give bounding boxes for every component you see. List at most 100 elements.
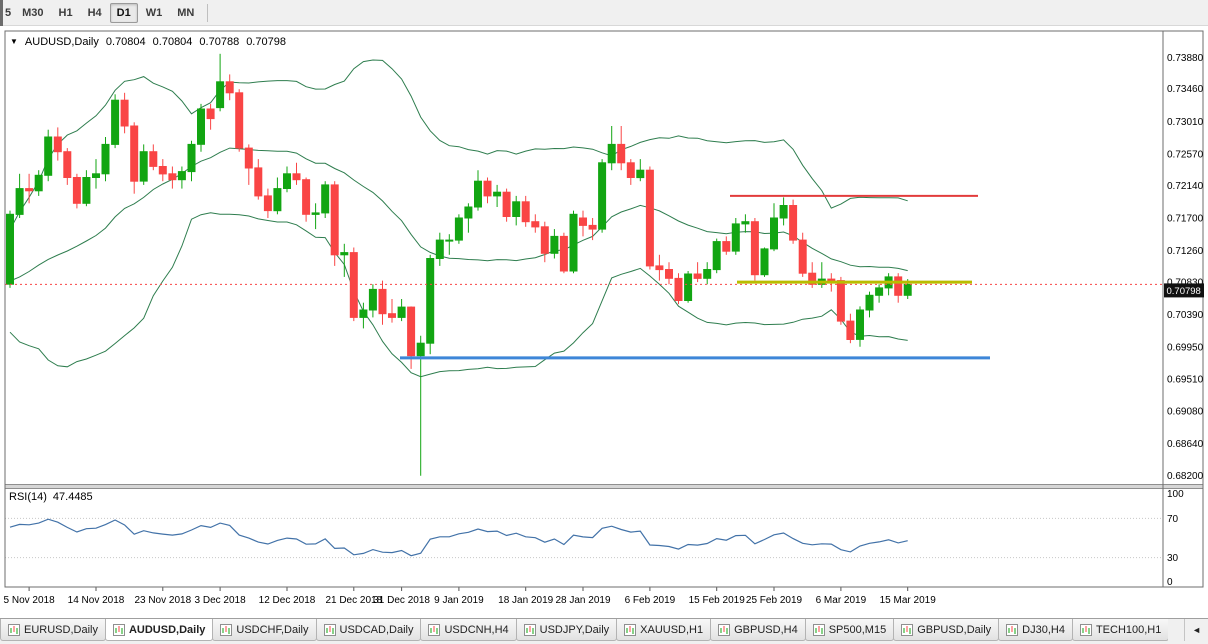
timeframe-m15-partial[interactable]: 5: [5, 6, 12, 19]
candle-body: [82, 177, 91, 204]
price-axis-label: 0.71260: [1167, 246, 1204, 257]
candle-body: [502, 191, 511, 217]
tab-label: SP500,M15: [828, 623, 887, 636]
candle-body: [598, 162, 607, 230]
tab-dj30-h4[interactable]: DJ30,H4: [998, 619, 1073, 641]
date-axis-label: 23 Nov 2018: [134, 595, 191, 606]
chart-plot-area[interactable]: [5, 31, 1203, 587]
candle-body: [34, 174, 43, 192]
candle-body: [674, 277, 683, 301]
candle-body: [693, 273, 702, 279]
candle-body: [426, 258, 435, 344]
candle-body: [569, 213, 578, 272]
candle-body: [206, 108, 215, 120]
timeframe-mn-button[interactable]: MN: [177, 6, 195, 19]
mini-chart-icon: [718, 623, 731, 636]
mini-chart-icon: [428, 623, 441, 636]
pane-splitter[interactable]: [4, 484, 1204, 489]
rsi-line: [9, 518, 908, 557]
tab-eurusd-daily[interactable]: EURUSD,Daily: [0, 619, 106, 641]
candle-body: [521, 201, 530, 223]
candle-body: [168, 173, 177, 181]
candle-body: [177, 171, 186, 181]
tab-scroll-left-button[interactable]: ◄: [1184, 619, 1208, 641]
tab-usdcnh-h4[interactable]: USDCNH,H4: [420, 619, 517, 641]
price-axis-label: 0.70390: [1167, 310, 1204, 321]
candle-body: [321, 184, 330, 214]
candle-body: [474, 180, 482, 208]
header-low-price: 0.70788: [199, 36, 240, 48]
candle-body: [865, 294, 874, 311]
tab-label: XAUUSD,H1: [640, 623, 704, 636]
candle-body: [378, 288, 387, 315]
date-axis-label: 31 Dec 2018: [373, 595, 430, 606]
candle-body: [340, 252, 349, 256]
tab-xauusd-h1[interactable]: XAUUSD,H1: [616, 619, 712, 641]
candle-body: [540, 226, 549, 254]
rsi-indicator-header: RSI(14) 47.4485: [9, 491, 93, 503]
date-axis-label: 5 Nov 2018: [4, 595, 56, 606]
candle-body: [493, 191, 502, 197]
expand-triangle-icon[interactable]: ▼: [10, 37, 18, 46]
date-axis-label: 15 Feb 2019: [689, 595, 746, 606]
timeframe-h4-button[interactable]: H4: [87, 6, 102, 19]
chart-tab-bar: EURUSD,Daily AUDUSD,Daily USDCHF,Daily USDC…: [0, 618, 1208, 644]
candle-body: [120, 99, 129, 127]
candle-body: [808, 272, 817, 285]
candle-body: [63, 151, 72, 178]
mini-chart-icon: [901, 623, 914, 636]
timeframe-w1-button[interactable]: W1: [145, 6, 163, 19]
price-axis-label: 0.72570: [1167, 150, 1204, 161]
tab-usdchf-daily[interactable]: USDCHF,Daily: [212, 619, 317, 641]
price-axis-label: 0.69950: [1167, 342, 1204, 353]
tab-sp500-m15[interactable]: SP500,M15: [804, 619, 895, 641]
mini-chart-icon: [1079, 623, 1092, 636]
tab-usdcad-daily[interactable]: USDCAD,Daily: [315, 619, 422, 641]
candle-body: [798, 239, 807, 274]
candle-body: [435, 239, 444, 260]
tab-audusd-daily[interactable]: AUDUSD,Daily: [104, 619, 214, 641]
rsi-indicator-label: RSI(14): [9, 491, 47, 503]
chart-frame: [4, 30, 1204, 588]
rsi-axis-label: 0: [1167, 577, 1173, 588]
candle-body: [846, 320, 855, 341]
candles: [6, 53, 912, 476]
timeframe-d1-button[interactable]: D1: [109, 2, 138, 23]
candle-body: [636, 169, 645, 179]
toolbar-edge: [0, 0, 3, 26]
candle-body: [512, 201, 521, 218]
tab-usdjpy-daily[interactable]: USDJPY,Daily: [515, 619, 618, 641]
candle-body: [44, 136, 53, 176]
price-axis-label: 0.68640: [1167, 439, 1204, 450]
bollinger-lower-band: [9, 212, 908, 378]
candle-body: [665, 269, 673, 279]
tab-label: USDJPY,Daily: [539, 623, 610, 636]
candle-body: [550, 235, 559, 254]
timeframe-m30-button[interactable]: M30: [22, 6, 44, 19]
candle-body: [483, 180, 492, 197]
tab-gbpusd-daily[interactable]: GBPUSD,Daily: [893, 619, 1000, 641]
candle-body: [407, 306, 416, 357]
price-axis-label: 0.73460: [1167, 84, 1204, 95]
date-axis-label: 6 Mar 2019: [816, 595, 867, 606]
price-axis-label: 0.70830: [1167, 278, 1204, 289]
candle-body: [187, 143, 196, 173]
candle-body: [225, 81, 234, 94]
tab-label: TECH100,H1: [1095, 623, 1162, 636]
timeframe-bar: M30 H1 H4 D1 W1 MN: [15, 2, 201, 23]
candle-body: [15, 188, 24, 215]
candle-body: [779, 205, 788, 219]
header-open-price: 0.70804: [105, 36, 146, 48]
candle-body: [684, 273, 693, 301]
timeframe-h1-button[interactable]: H1: [58, 6, 73, 19]
tab-tech100-h1[interactable]: TECH100,H1: [1071, 619, 1168, 641]
candle-body: [894, 276, 903, 296]
tab-gbpusd-h4[interactable]: GBPUSD,H4: [710, 619, 806, 641]
candle-body: [703, 269, 712, 279]
candle-body: [292, 173, 301, 181]
tab-label: GBPUSD,Daily: [917, 623, 992, 636]
candle-body: [789, 205, 798, 241]
tab-label: USDCAD,Daily: [339, 623, 414, 636]
candle-body: [750, 221, 759, 276]
